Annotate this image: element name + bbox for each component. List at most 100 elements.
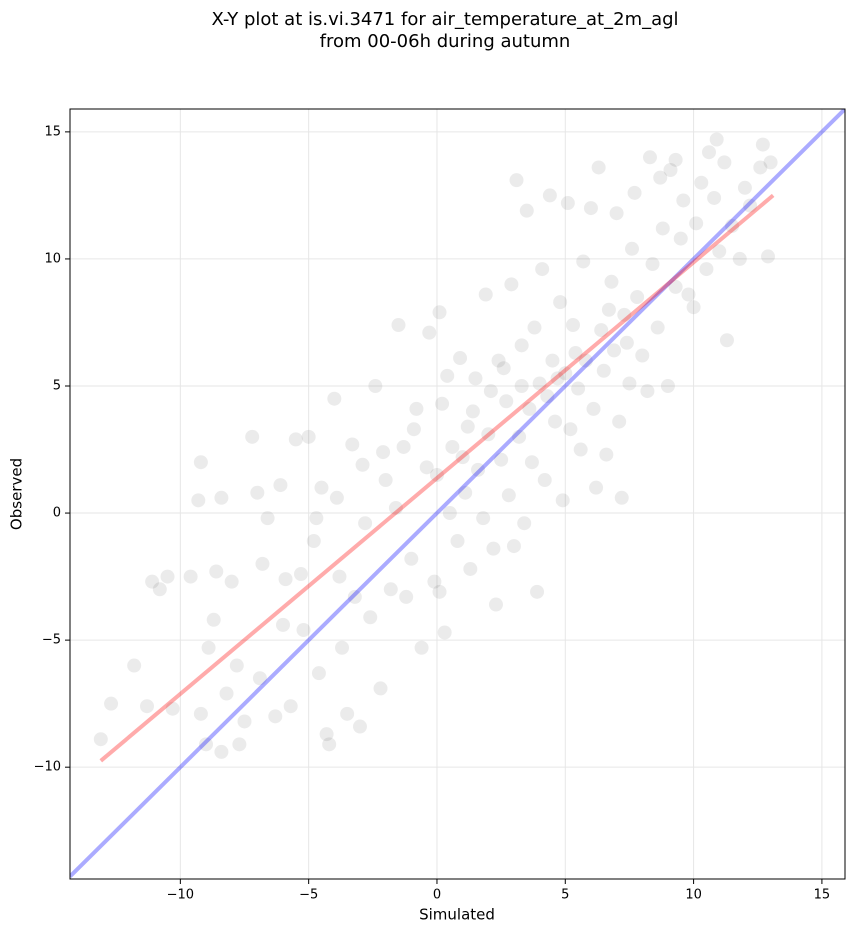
scatter-point — [363, 610, 378, 625]
scatter-point — [701, 145, 716, 160]
scatter-point — [201, 640, 216, 655]
scatter-point — [481, 427, 496, 442]
scatter-point — [152, 582, 167, 597]
scatter-point — [237, 714, 252, 729]
scatter-point — [673, 231, 688, 246]
scatter-point — [681, 287, 696, 302]
scatter-point — [396, 439, 411, 454]
scatter-point — [455, 450, 470, 465]
scatter-point — [542, 188, 557, 203]
x-tick-label: −5 — [299, 888, 318, 903]
scatter-point — [571, 381, 586, 396]
scatter-point — [553, 295, 568, 310]
scatter-point — [627, 185, 642, 200]
scatter-point — [622, 376, 637, 391]
scatter-point — [717, 155, 732, 170]
scatter-point — [309, 511, 324, 526]
scatter-point — [737, 180, 752, 195]
scatter-point — [429, 467, 444, 482]
scatter-point — [517, 516, 532, 531]
scatter-point — [460, 419, 475, 434]
scatter-point — [596, 363, 611, 378]
scatter-point — [278, 572, 293, 587]
scatter-point — [422, 325, 437, 340]
scatter-point — [761, 249, 776, 264]
scatter-point — [506, 539, 521, 554]
scatter-point — [501, 488, 516, 503]
scatter-point — [537, 473, 552, 488]
scatter-point — [589, 480, 604, 495]
scatter-point — [650, 320, 665, 335]
scatter-point — [630, 290, 645, 305]
scatter-point — [260, 511, 275, 526]
x-tick-label: 5 — [561, 888, 569, 903]
scatter-point — [635, 348, 650, 363]
scatter-point — [442, 506, 457, 521]
chart-title: X-Y plot at is.vi.3471 for air_temperatu… — [211, 9, 678, 30]
scatter-point — [668, 279, 683, 294]
scatter-point — [322, 737, 337, 752]
scatter-point — [583, 201, 598, 216]
scatter-point — [560, 196, 575, 211]
scatter-point — [435, 396, 450, 411]
scatter-point — [145, 574, 160, 589]
scatter-point — [327, 391, 342, 406]
scatter-point — [550, 371, 565, 386]
scatter-point — [273, 478, 288, 493]
scatter-point — [709, 132, 724, 147]
scatter-point — [586, 401, 601, 416]
scatter-point — [319, 727, 334, 742]
scatter-point — [219, 686, 234, 701]
scatter-point — [409, 401, 424, 416]
scatter-point — [478, 287, 493, 302]
scatter-point — [604, 274, 619, 289]
scatter-point — [645, 257, 660, 272]
scatter-point — [614, 490, 629, 505]
scatter-point — [660, 378, 675, 393]
reference-line — [99, 193, 775, 763]
scatter-point — [373, 681, 388, 696]
scatter-point — [214, 490, 229, 505]
scatter-point — [599, 447, 614, 462]
scatter-point — [499, 394, 514, 409]
scatter-point — [340, 706, 355, 721]
scatter-point — [763, 155, 778, 170]
scatter-point — [450, 534, 465, 549]
scatter-point — [676, 193, 691, 208]
scatter-point — [191, 493, 206, 508]
scatter-point — [712, 244, 727, 259]
scatter-point — [399, 589, 414, 604]
scatter-point — [252, 671, 267, 686]
y-tick-label: 10 — [44, 251, 61, 266]
scatter-point — [607, 343, 622, 358]
scatter-point — [358, 516, 373, 531]
scatter-point — [568, 345, 583, 360]
scatter-point — [193, 706, 208, 721]
scatter-point — [206, 612, 221, 627]
scatter-point — [545, 353, 560, 368]
y-tick-label: −10 — [34, 760, 61, 775]
scatter-point — [514, 378, 529, 393]
scatter-point — [288, 432, 303, 447]
scatter-point — [224, 574, 239, 589]
scatter-point — [301, 429, 316, 444]
scatter-point — [563, 422, 578, 437]
scatter-point — [414, 640, 429, 655]
scatter-point — [719, 333, 734, 348]
scatter-point — [491, 353, 506, 368]
scatter-point — [465, 404, 480, 419]
scatter-point — [578, 353, 593, 368]
scatter-point — [345, 437, 360, 452]
scatter-point — [483, 384, 498, 399]
scatter-point — [93, 732, 108, 747]
scatter-point — [314, 480, 329, 495]
y-tick-label: −5 — [42, 633, 61, 648]
scatter-point — [347, 589, 362, 604]
plot-frame — [69, 108, 846, 880]
reference-line — [70, 109, 845, 878]
scatter-point — [311, 666, 326, 681]
scatter-point — [445, 439, 460, 454]
scatter-point — [306, 534, 321, 549]
scatter-point — [275, 617, 290, 632]
scatter-point — [232, 737, 247, 752]
